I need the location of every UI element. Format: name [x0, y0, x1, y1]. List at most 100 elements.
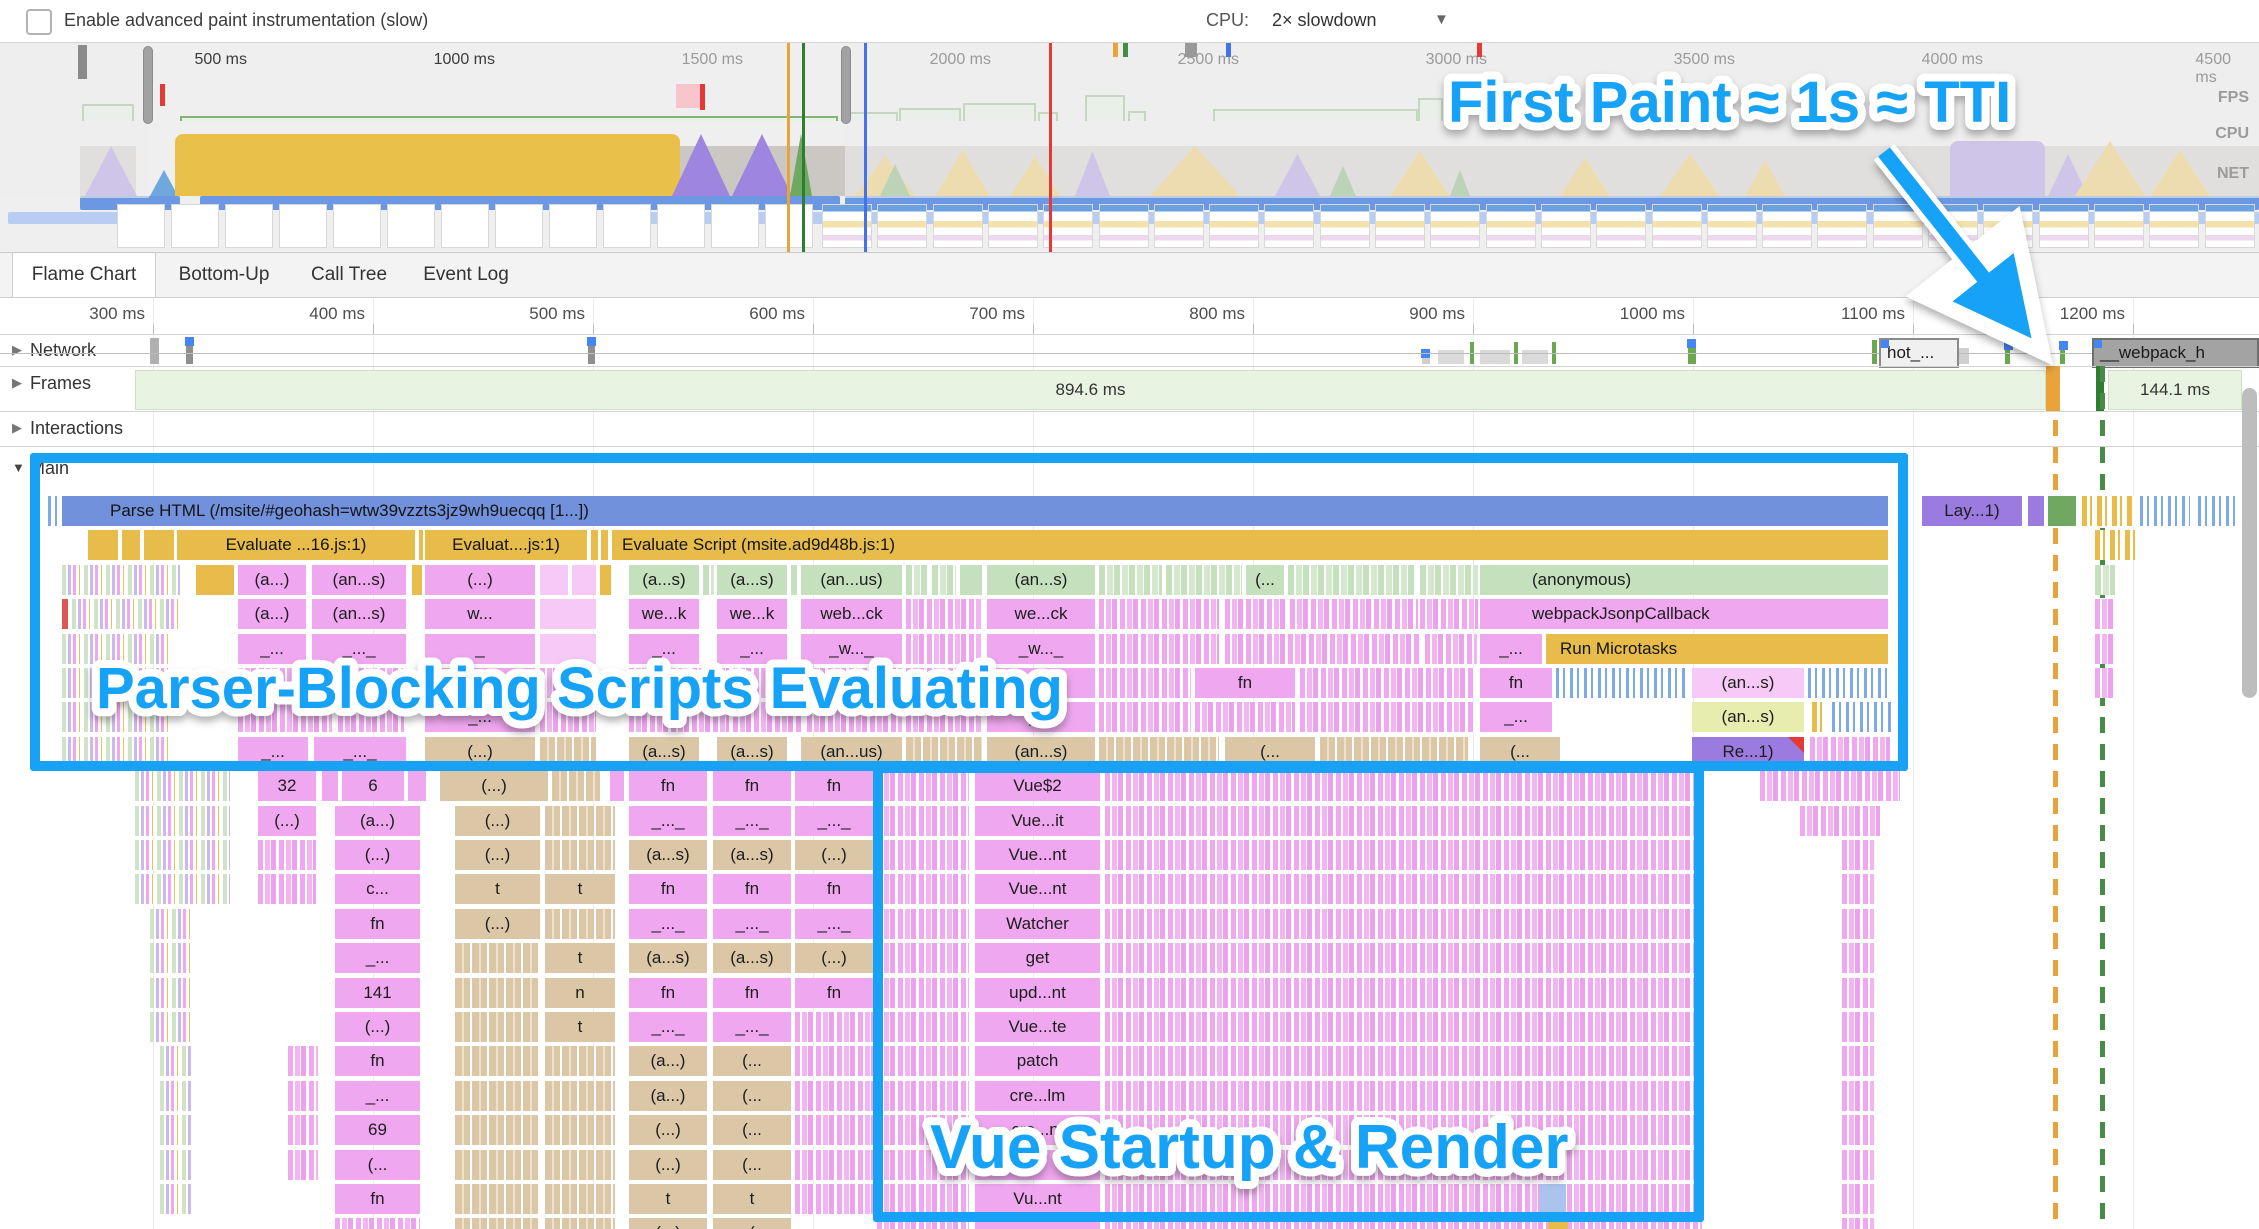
flame-noise[interactable]	[906, 737, 982, 767]
flame-noise[interactable]	[62, 634, 170, 664]
filmstrip-frame[interactable]	[1430, 204, 1481, 248]
flame-bar[interactable]: _..._	[713, 909, 791, 939]
network-request-bar[interactable]	[150, 338, 159, 364]
flame-noise[interactable]	[877, 840, 969, 870]
flame-bar[interactable]: Vue$2	[975, 771, 1100, 801]
filmstrip-frame[interactable]	[495, 204, 543, 248]
flame-bar[interactable]: (an...us)	[801, 565, 902, 595]
flame-bar[interactable]: fn	[335, 1184, 420, 1214]
flame-bar[interactable]: _...	[987, 702, 1095, 732]
flame-bar[interactable]: c...	[335, 874, 420, 904]
flame-bar[interactable]: Vue...te	[975, 1012, 1100, 1042]
filmstrip-frame[interactable]	[1319, 204, 1370, 248]
disclosure-triangle-icon[interactable]: ▼	[12, 460, 25, 475]
flame-noise[interactable]	[1105, 771, 1702, 801]
flame-bar[interactable]: t	[713, 1184, 791, 1214]
flame-bar[interactable]	[408, 771, 426, 801]
flame-bar[interactable]: (a...)	[238, 599, 306, 629]
filmstrip-frame[interactable]	[387, 204, 435, 248]
flame-bar[interactable]: t	[545, 874, 615, 904]
flame-bar[interactable]: Evaluate ...16.js:1)	[177, 530, 415, 560]
flame-bar[interactable]: (...)	[258, 806, 316, 836]
flame-bar[interactable]	[2028, 496, 2044, 526]
flame-bar[interactable]: fn	[1195, 668, 1295, 698]
flame-noise[interactable]	[1105, 1184, 1702, 1214]
flame-noise[interactable]	[160, 1081, 192, 1111]
flame-bar[interactable]: (a...s)	[629, 943, 707, 973]
flame-bar[interactable]: (...)	[795, 840, 873, 870]
flame-noise[interactable]	[1420, 599, 1478, 629]
flame-bar[interactable]	[322, 771, 338, 801]
flame-noise[interactable]	[807, 668, 902, 698]
flame-bar[interactable]: _...	[425, 702, 535, 732]
flame-noise[interactable]	[1225, 634, 1420, 664]
flame-bar[interactable]: 6	[342, 771, 404, 801]
flame-bar[interactable]: (...)	[335, 1012, 420, 1042]
flame-noise[interactable]	[545, 1150, 615, 1180]
flame-noise[interactable]	[877, 771, 969, 801]
flame-bar[interactable]: 32	[258, 771, 316, 801]
flame-noise[interactable]	[1099, 737, 1219, 767]
flame-bar[interactable]: Vue...nt	[975, 874, 1100, 904]
flame-bar[interactable]: Vue...it	[975, 806, 1100, 836]
flame-noise[interactable]	[455, 943, 540, 973]
flame-noise[interactable]	[338, 702, 404, 732]
flame-noise[interactable]	[877, 1150, 969, 1180]
flame-bar[interactable]: (a...s)	[629, 840, 707, 870]
flame-bar[interactable]: we...k	[629, 599, 699, 629]
flame-noise[interactable]	[1099, 599, 1219, 629]
flame-noise[interactable]	[795, 1150, 873, 1180]
flame-noise[interactable]	[135, 771, 230, 801]
flame-noise[interactable]	[2140, 496, 2190, 526]
flame-noise[interactable]	[629, 702, 729, 732]
flame-bar[interactable]: (an...s)	[1692, 702, 1804, 732]
flame-bar[interactable]	[62, 599, 68, 629]
flame-noise[interactable]	[258, 840, 316, 870]
flame-bar[interactable]: fn	[335, 909, 420, 939]
flame-bar[interactable]: Watcher	[975, 909, 1100, 939]
flame-noise[interactable]	[72, 599, 180, 629]
flame-bar[interactable]: (an...s)	[1692, 668, 1804, 698]
flame-bar[interactable]: (...)	[455, 909, 540, 939]
filmstrip-frame[interactable]	[987, 204, 1038, 248]
flame-bar[interactable]	[1540, 1184, 1566, 1214]
flame-bar[interactable]: _..._	[795, 806, 873, 836]
flame-noise[interactable]	[733, 668, 803, 698]
flame-noise[interactable]	[1300, 702, 1475, 732]
flame-bar[interactable]: (...)	[629, 1218, 707, 1229]
flame-noise[interactable]	[288, 1115, 318, 1145]
flame-bar[interactable]: fn	[987, 668, 1095, 698]
flame-bar[interactable]: _..._	[312, 634, 406, 664]
flame-noise[interactable]	[338, 668, 404, 698]
flame-noise[interactable]	[238, 668, 332, 698]
flame-bar[interactable]: (an...s)	[987, 737, 1095, 767]
flame-noise[interactable]	[540, 702, 596, 732]
flame-bar[interactable]	[122, 530, 140, 560]
flame-bar[interactable]: _...	[335, 1081, 420, 1111]
flame-noise[interactable]	[1099, 565, 1162, 595]
flame-noise[interactable]	[791, 565, 799, 595]
flame-bar[interactable]: (anonymous)	[1480, 565, 1888, 595]
flame-noise[interactable]	[545, 806, 615, 836]
tab-bottom-up[interactable]: Bottom-Up	[178, 264, 270, 285]
flame-bar[interactable]: Vue...nt	[975, 840, 1100, 870]
flame-bar[interactable]: fn	[629, 978, 707, 1008]
flame-bar[interactable]: _..._	[713, 806, 791, 836]
flame-bar[interactable]: upd...nt	[975, 978, 1100, 1008]
flame-bar[interactable]: _...	[238, 737, 308, 767]
flame-noise[interactable]	[258, 874, 316, 904]
flame-noise[interactable]	[1105, 1012, 1702, 1042]
flame-bar[interactable]	[1548, 1218, 1568, 1229]
flame-bar[interactable]: (	[713, 1218, 791, 1229]
flame-noise[interactable]	[1842, 943, 1874, 973]
flame-bar[interactable]: t	[545, 943, 615, 973]
flame-bar[interactable]	[975, 1218, 1100, 1229]
flame-bar[interactable]: we...k	[717, 599, 787, 629]
flame-noise[interactable]	[1842, 909, 1874, 939]
flame-noise[interactable]	[1842, 1115, 1874, 1145]
flame-noise[interactable]	[2082, 496, 2134, 526]
flame-noise[interactable]	[545, 909, 615, 939]
filmstrip-frame[interactable]	[117, 204, 165, 248]
flame-noise[interactable]	[2095, 530, 2139, 560]
flame-noise[interactable]	[1842, 874, 1874, 904]
